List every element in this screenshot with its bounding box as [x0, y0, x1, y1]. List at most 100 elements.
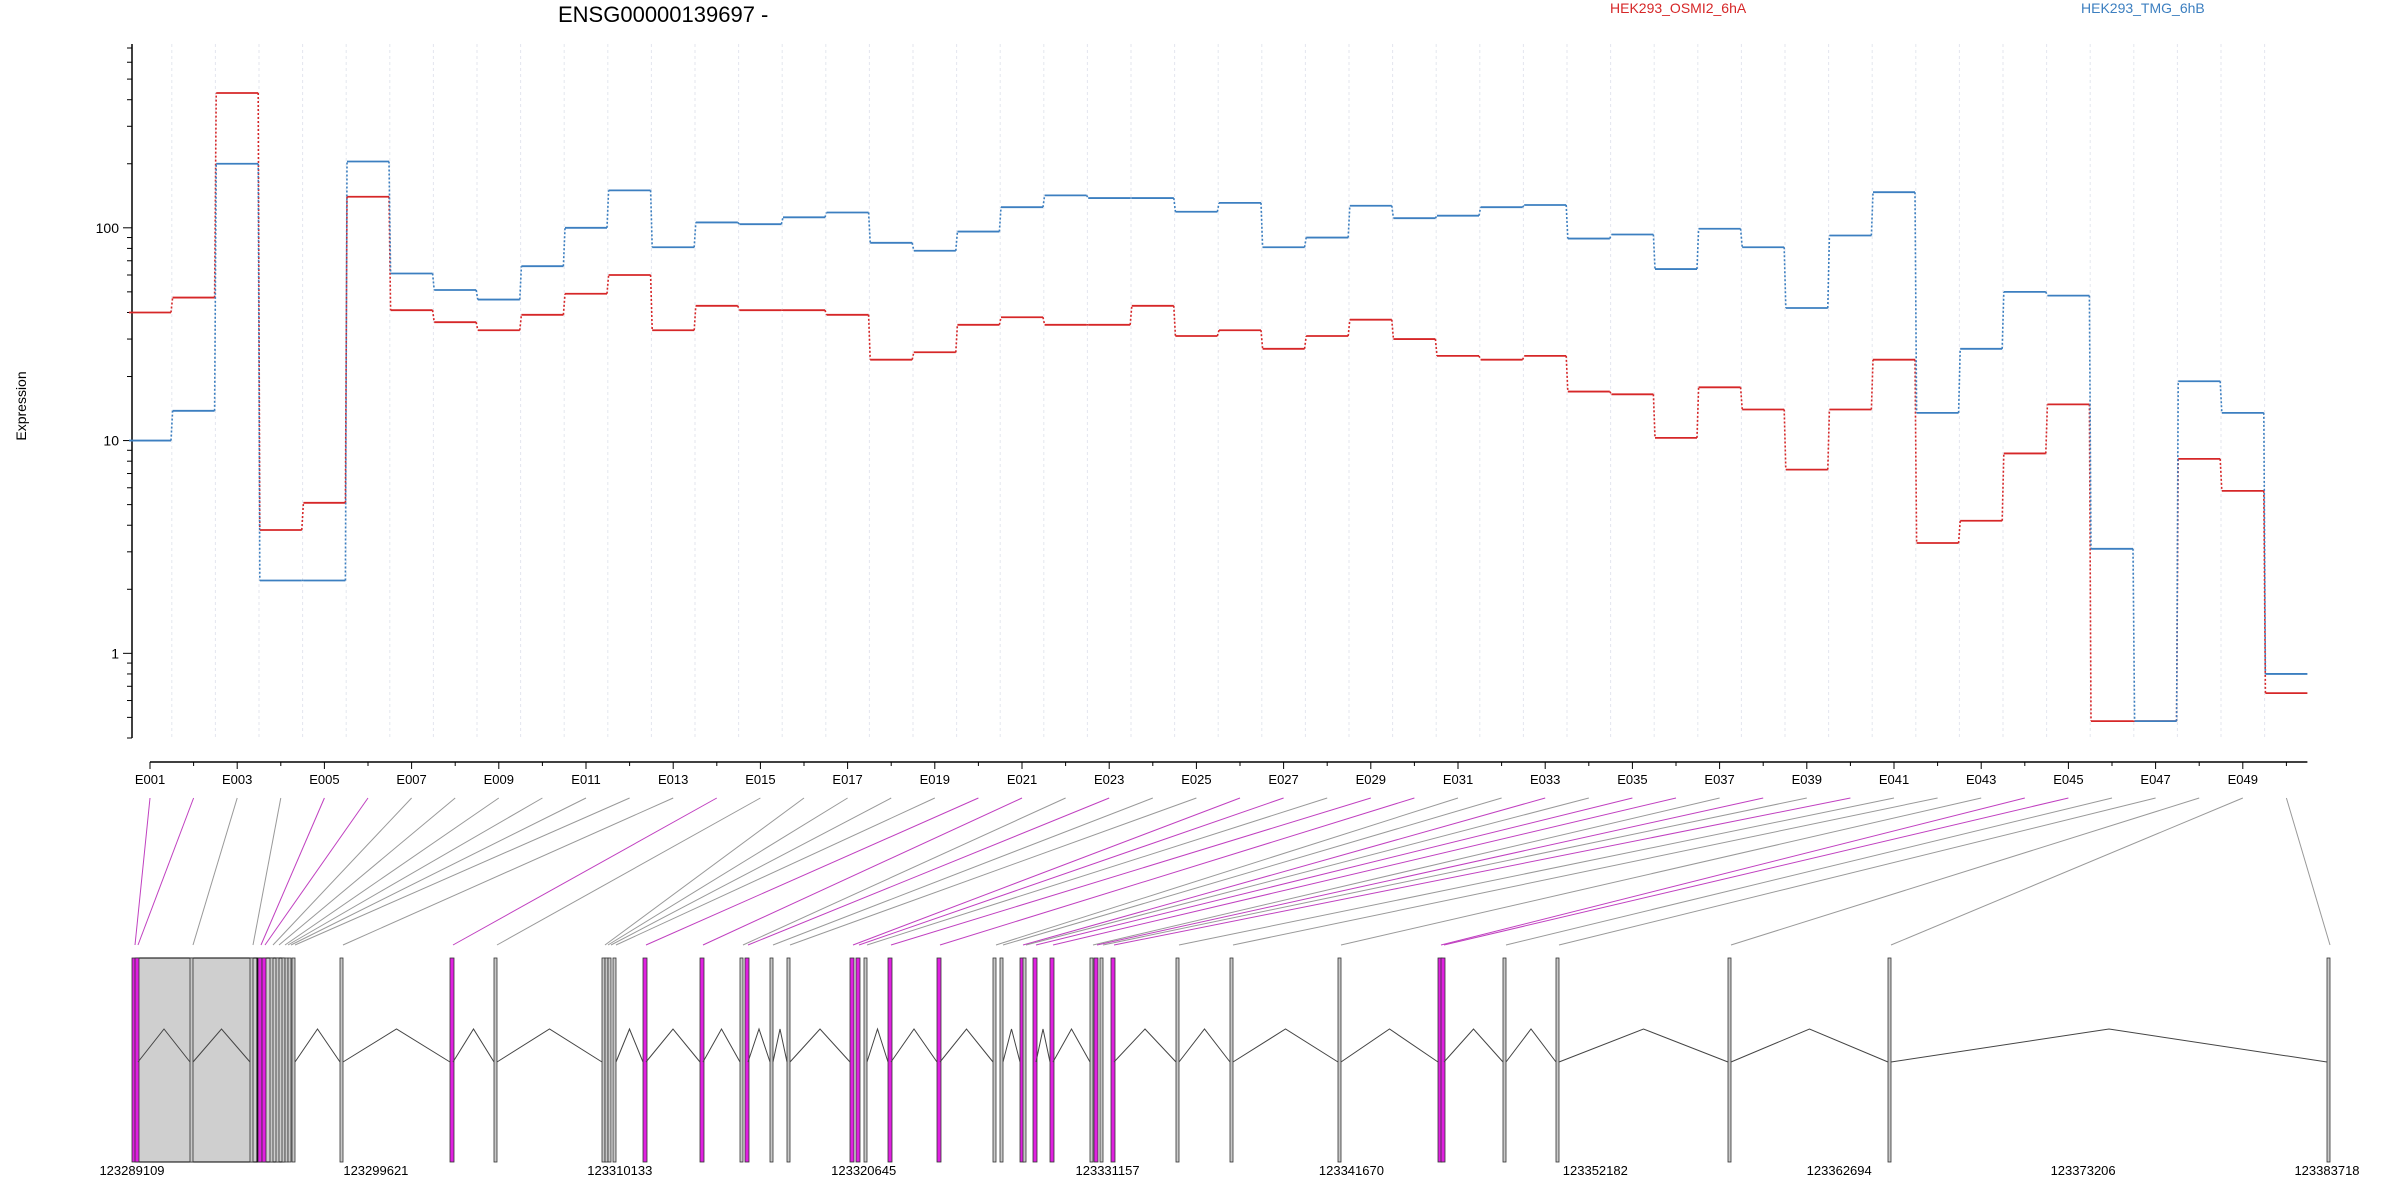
exon [291, 957, 296, 1163]
exon-connector [1096, 797, 1764, 946]
exon [1337, 957, 1342, 1163]
intron [789, 1028, 851, 1063]
x-tick-label: E037 [1704, 772, 1734, 787]
genomic-coordinate-label: 123299621 [343, 1163, 408, 1178]
x-tick-label: E017 [832, 772, 862, 787]
intron [1232, 1028, 1339, 1063]
intron [645, 1028, 701, 1063]
y-axis: 1 10 100 [96, 44, 133, 739]
exon [1022, 957, 1027, 1163]
exon [604, 957, 609, 1163]
exon-connector [772, 797, 1153, 946]
intron [294, 1028, 341, 1063]
exon [642, 957, 648, 1163]
intron [1340, 1028, 1439, 1063]
genomic-coordinate-label: 123320645 [831, 1163, 896, 1178]
x-tick-label: E015 [745, 772, 775, 787]
x-tick-label: E047 [2140, 772, 2170, 787]
exon [739, 957, 744, 1163]
exon [769, 957, 774, 1163]
exon-connector [1102, 797, 1807, 946]
intron [702, 1027, 741, 1063]
exon [936, 957, 942, 1163]
x-tick-label: E019 [920, 772, 950, 787]
intron [1730, 1028, 1889, 1063]
x-tick-label: E023 [1094, 772, 1124, 787]
intron [342, 1028, 451, 1063]
gene-model-track [131, 957, 2331, 1163]
intron [772, 1028, 788, 1063]
exon [287, 957, 292, 1163]
exon [339, 957, 344, 1163]
genomic-coordinate-label: 123341670 [1319, 1163, 1384, 1178]
exon-connector [2285, 797, 2331, 946]
genomic-coordinate-label: 123331157 [1076, 1163, 1140, 1178]
x-tick-label: E045 [2053, 772, 2083, 787]
exon [992, 957, 997, 1163]
exon-connector [294, 797, 630, 946]
exon-connector [290, 797, 587, 946]
exon-connector [604, 797, 805, 946]
exon [1555, 957, 1560, 1163]
exon [786, 957, 791, 1163]
exon-connector [1113, 797, 1851, 946]
exon [887, 957, 893, 1163]
intron [747, 1027, 771, 1063]
exon-connector [852, 797, 1241, 946]
exon-connector [1558, 797, 2156, 946]
x-tick-label: E003 [222, 772, 252, 787]
x-tick-label: E039 [1792, 772, 1822, 787]
intron [192, 1028, 251, 1063]
exon-connector [1443, 797, 2069, 946]
exon-connector [615, 797, 936, 946]
exon-connector [1092, 797, 1720, 946]
x-tick-label: E043 [1966, 772, 1996, 787]
exon-connector [1002, 797, 1502, 946]
series-2 [129, 160, 2308, 723]
x-tick-label: E035 [1617, 772, 1647, 787]
exon-connector [496, 797, 761, 946]
exon-connector [1178, 797, 1895, 946]
intron [1002, 1028, 1021, 1063]
exon [1093, 957, 1099, 1163]
exon-gridlines [171, 44, 2266, 738]
exon [849, 957, 855, 1163]
x-tick-label: E001 [135, 772, 165, 787]
genomic-coordinate-label: 123352182 [1563, 1163, 1628, 1178]
exon [1099, 957, 1104, 1163]
exon [281, 957, 286, 1163]
genomic-coordinate-label: 123362694 [1807, 1163, 1872, 1178]
intron [1052, 1027, 1091, 1063]
x-tick-label: E033 [1530, 772, 1560, 787]
x-tick-label: E027 [1268, 772, 1298, 787]
intron [496, 1028, 603, 1063]
intron [1443, 1028, 1504, 1063]
x-tick-label: E011 [571, 772, 600, 787]
exon-connector [995, 797, 1459, 946]
exon-connector [278, 797, 456, 946]
legend-entry-series-2: HEK293_TMG_6hB [2081, 0, 2205, 16]
intron [137, 1028, 191, 1063]
x-tick-label: E013 [658, 772, 688, 787]
exon [855, 957, 861, 1163]
exon [275, 957, 280, 1163]
genomic-coordinate-label: 123383718 [2294, 1163, 2359, 1178]
exon [284, 957, 289, 1163]
exon-connector [858, 797, 1284, 946]
intron [452, 1028, 495, 1063]
exon [1175, 957, 1180, 1163]
exon [257, 957, 263, 1163]
exon [601, 957, 606, 1163]
chart-title: ENSG00000139697 - [558, 2, 768, 27]
intron [1113, 1028, 1177, 1063]
exon-connector [252, 797, 282, 946]
exon [1229, 957, 1234, 1163]
exon-connector [1025, 797, 1589, 946]
x-tick-label: E005 [309, 772, 339, 787]
intron [1035, 1028, 1051, 1063]
x-axis: E001 E003 E005 E007 E009 E011 E013 E015 E017 E019… [135, 761, 2308, 787]
x-tick-label: E031 [1443, 772, 1473, 787]
y-tick-label: 1 [111, 645, 119, 661]
exon [999, 957, 1004, 1163]
